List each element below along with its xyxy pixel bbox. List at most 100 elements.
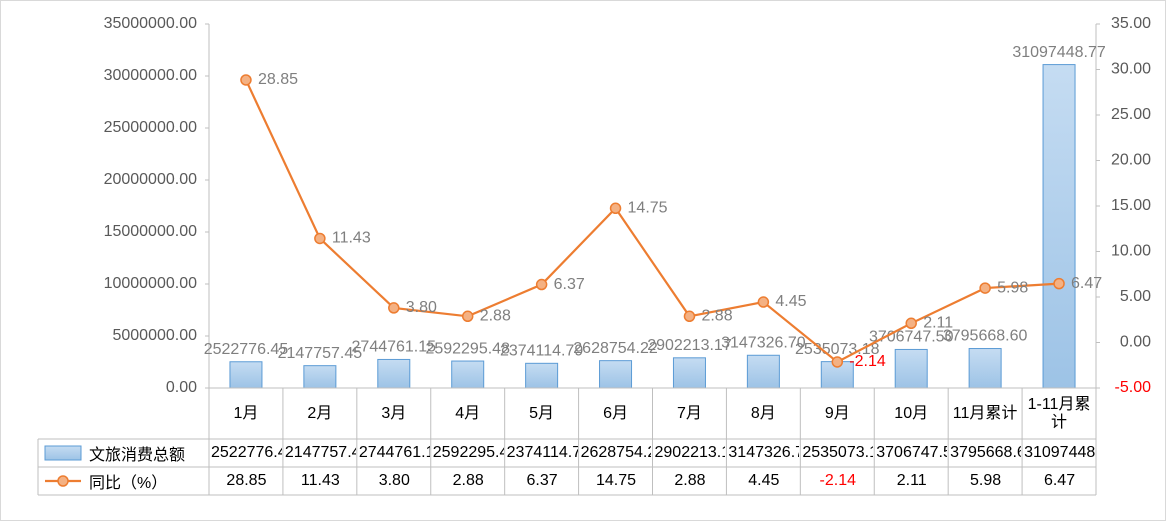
- table-value: 31097448.77: [1024, 444, 1095, 461]
- table-value: 2592295.48: [432, 444, 504, 461]
- y-tick-label: 10000000.00: [104, 275, 198, 292]
- y-tick-label: 25000000.00: [104, 119, 198, 136]
- bar-value-label: 3706747.50: [869, 329, 954, 346]
- category-label: 10月: [894, 404, 929, 422]
- table-value: 5.98: [970, 472, 1002, 489]
- bar: [672, 357, 706, 389]
- line-marker: [757, 296, 770, 308]
- table-value: 2374114.79: [506, 444, 578, 461]
- bar-value-label: 2744761.15: [352, 339, 437, 356]
- line-value-label: -2.14: [849, 353, 886, 370]
- legend-key: [57, 475, 69, 487]
- table-value: 3706747.50: [876, 444, 947, 461]
- y-tick-label: 35000000.00: [104, 15, 198, 32]
- category-label: 1月: [233, 404, 259, 422]
- category-label: 4月: [455, 404, 481, 422]
- table-value: 28.85: [226, 472, 267, 489]
- category-label: 7月: [677, 404, 702, 422]
- line-value-label: 5.98: [997, 279, 1028, 296]
- line-marker: [240, 74, 252, 86]
- line-marker: [831, 356, 844, 368]
- line-marker: [314, 232, 326, 245]
- line-value-label: 6.37: [554, 276, 585, 293]
- bar: [1042, 64, 1076, 389]
- table-value: 11.43: [300, 472, 340, 489]
- table-value: 2628754.22: [580, 444, 652, 461]
- line-value-label: 3.80: [406, 299, 437, 316]
- bar: [229, 361, 263, 389]
- line-marker: [1053, 277, 1065, 290]
- line-marker: [905, 317, 917, 330]
- y2-tick-label: 10.00: [1111, 243, 1151, 260]
- table-value: 2147757.45: [284, 444, 356, 461]
- y2-tick-label: 20.00: [1111, 152, 1151, 169]
- y2-tick-label: 35.00: [1111, 15, 1151, 32]
- y-tick-label: 15000000.00: [104, 223, 198, 240]
- bar: [968, 348, 1002, 389]
- bar: [746, 354, 780, 389]
- category-label: 11月累计: [952, 404, 1018, 422]
- y-tick-label: 30000000.00: [104, 67, 198, 84]
- bar-value-label: 2902213.17: [647, 337, 732, 354]
- table-value: 3147326.70: [728, 444, 799, 461]
- table-value: 2.88: [452, 472, 484, 489]
- bar-value-label: 2628754.22: [573, 340, 658, 357]
- table-value: 6.37: [526, 472, 558, 489]
- table-value: 4.45: [748, 472, 780, 489]
- bar-value-label: 2522776.45: [204, 341, 289, 358]
- line-marker: [461, 310, 474, 323]
- bar: [894, 348, 928, 389]
- table-value: 2535073.18: [802, 444, 873, 461]
- line-value-label: 2.11: [923, 315, 953, 332]
- y2-tick-label: 25.00: [1111, 106, 1151, 123]
- line-value-label: 6.47: [1071, 275, 1102, 292]
- y2-tick-label: -5.00: [1115, 379, 1152, 396]
- bar-value-label: 2147757.45: [278, 345, 363, 362]
- line-marker: [683, 310, 696, 323]
- bar: [525, 362, 559, 389]
- y-tick-label: 20000000.00: [104, 171, 198, 188]
- y2-tick-label: 15.00: [1111, 197, 1151, 214]
- y-tick-label: 5000000.00: [112, 327, 197, 344]
- table-value: 3.80: [378, 472, 410, 489]
- bar-value-label: 3147326.70: [721, 334, 806, 351]
- line-marker: [979, 282, 991, 294]
- table-value: 14.75: [596, 472, 637, 489]
- bar-value-label: 2592295.48: [425, 340, 510, 357]
- bar: [451, 360, 485, 389]
- y2-tick-label: 30.00: [1111, 61, 1151, 78]
- table-value: 2744761.15: [358, 444, 430, 461]
- category-label: 5月: [529, 404, 555, 422]
- bar: [377, 358, 411, 389]
- bar: [303, 365, 337, 389]
- category-label: 2月: [307, 404, 333, 422]
- y2-tick-label: 5.00: [1120, 288, 1151, 305]
- table-value: 3795668.60: [950, 444, 1021, 461]
- table-value: 2.11: [896, 472, 927, 489]
- line-marker: [388, 302, 400, 314]
- line-value-label: 14.75: [628, 199, 668, 216]
- table-value: -2.14: [819, 472, 857, 489]
- category-label: 3月: [381, 404, 407, 422]
- table-value: 2902213.17: [654, 444, 726, 461]
- legend-key: [44, 445, 82, 461]
- line-value-label: 2.88: [701, 308, 732, 325]
- bar: [599, 360, 633, 389]
- line-value-label: 11.43: [332, 230, 371, 247]
- legend-label: 同比（%）: [89, 475, 168, 492]
- y2-tick-label: 0.00: [1120, 334, 1151, 351]
- bar-value-label: 3795668.60: [943, 328, 1028, 345]
- category-label: 9月: [824, 404, 850, 422]
- bar-value-label: 31097448.77: [1012, 44, 1106, 61]
- line-marker: [535, 278, 548, 291]
- line-value-label: 28.85: [258, 71, 298, 88]
- bar-value-label: 2374114.79: [500, 343, 583, 360]
- line-value-label: 4.45: [775, 293, 806, 310]
- category-label: 1-11月累计: [1027, 395, 1091, 431]
- table-value: 6.47: [1043, 472, 1076, 489]
- category-label: 6月: [603, 404, 628, 422]
- table-value: 2.88: [674, 472, 706, 489]
- y-tick-label: 0.00: [166, 379, 197, 396]
- table-value: 2522776.45: [211, 444, 282, 461]
